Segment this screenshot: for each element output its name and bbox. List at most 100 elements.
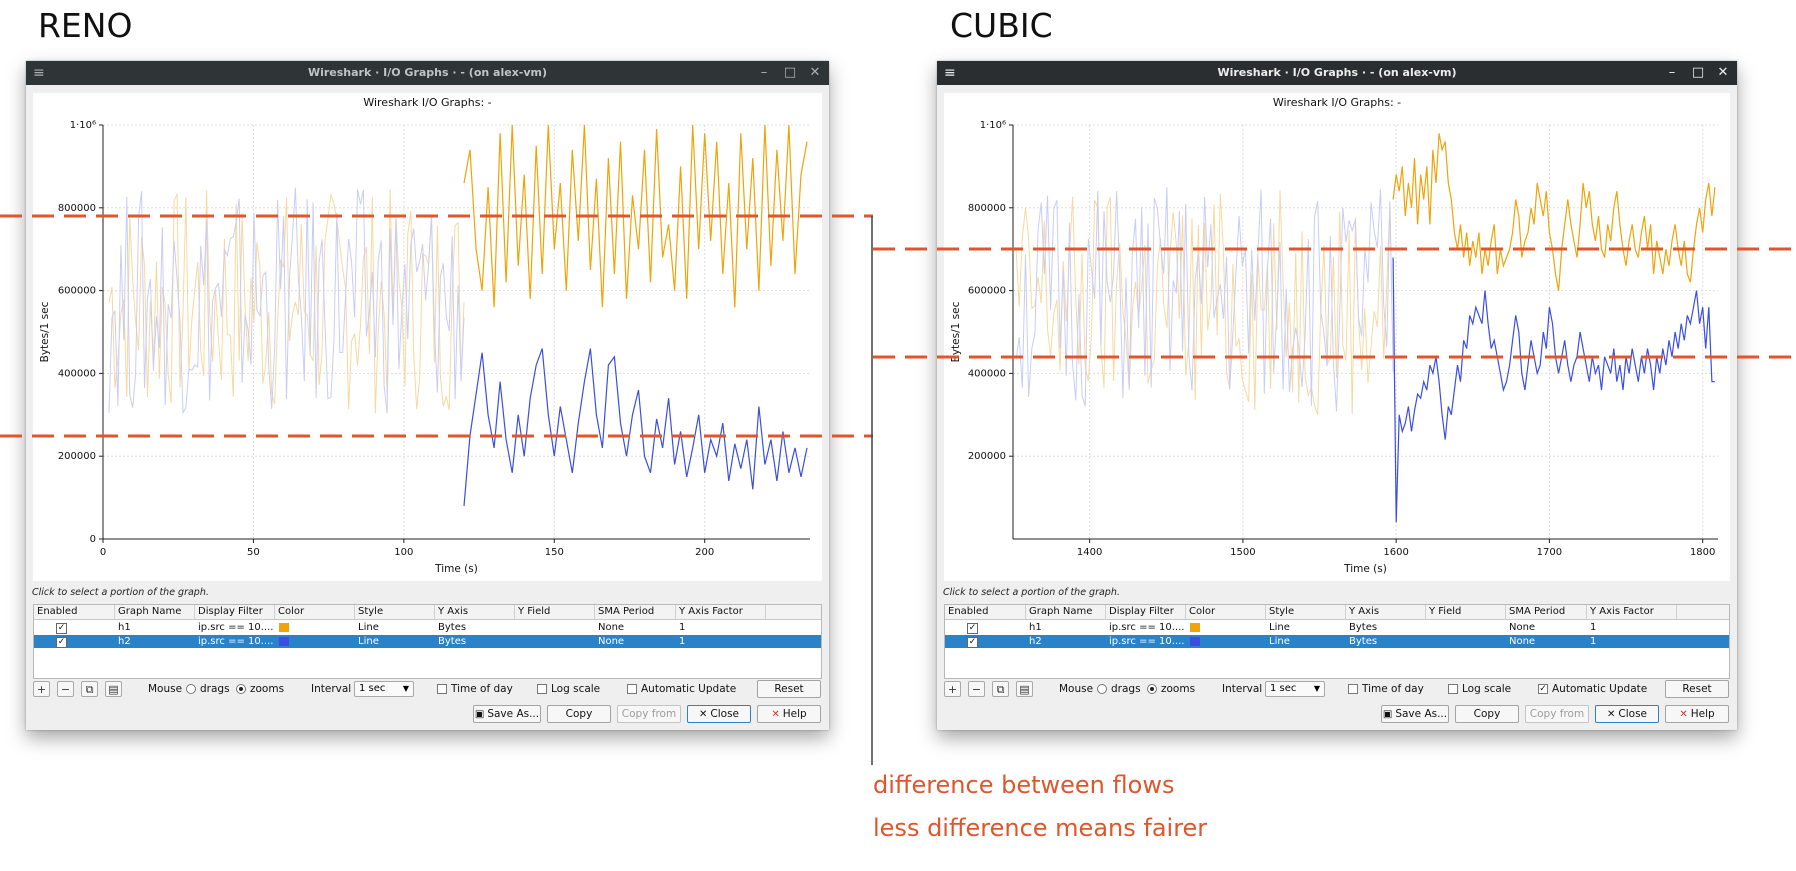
zooms-radio[interactable]: [236, 684, 246, 694]
column-header[interactable]: Display Filter: [1106, 605, 1186, 619]
cell-name[interactable]: h1: [1029, 622, 1042, 633]
hamburger-menu-icon[interactable]: ≡: [33, 65, 45, 81]
clear-graphs-button[interactable]: ▤: [1016, 681, 1033, 697]
cell-yfield[interactable]: [515, 635, 595, 648]
save-as-button[interactable]: ▣ Save As...: [1381, 705, 1449, 723]
zooms-radio[interactable]: [1147, 684, 1157, 694]
column-header[interactable]: Y Axis: [1346, 605, 1426, 619]
cell-name[interactable]: h1: [118, 622, 131, 633]
copy-button[interactable]: Copy: [1455, 705, 1519, 723]
cell-yfield[interactable]: [515, 621, 595, 634]
table-row[interactable]: ✓ h2 ip.src == 10.... Line Bytes None 1: [945, 635, 1729, 648]
color-swatch[interactable]: [1190, 623, 1200, 632]
column-header[interactable]: Graph Name: [1026, 605, 1106, 619]
cell-yaxis[interactable]: Bytes: [438, 622, 467, 633]
column-header[interactable]: Graph Name: [115, 605, 195, 619]
cell-filter[interactable]: ip.src == 10....: [198, 622, 274, 633]
cell-sma[interactable]: None: [1509, 622, 1536, 633]
add-graph-button[interactable]: +: [944, 681, 961, 697]
automatic-update-label[interactable]: Automatic Update: [1552, 683, 1648, 695]
window-titlebar[interactable]: ≡ Wireshark · I/O Graphs · - (on alex-vm)…: [26, 61, 829, 85]
maximize-icon[interactable]: □: [1691, 65, 1705, 80]
cell-style[interactable]: Line: [1269, 636, 1290, 647]
column-header[interactable]: Y Axis Factor: [1587, 605, 1677, 619]
clear-graphs-button[interactable]: ▤: [105, 681, 122, 697]
cell-factor[interactable]: 1: [1590, 622, 1597, 633]
cell-name[interactable]: h2: [118, 636, 131, 647]
table-row[interactable]: ✓ h1 ip.src == 10.... Line Bytes None 1: [945, 621, 1729, 634]
hamburger-menu-icon[interactable]: ≡: [944, 65, 956, 81]
cell-style[interactable]: Line: [358, 636, 379, 647]
save-as-button[interactable]: ▣ Save As...: [473, 705, 541, 723]
copy-from-button[interactable]: Copy from: [1525, 705, 1589, 723]
interval-select[interactable]: 1 sec ▼: [1265, 681, 1325, 697]
column-header[interactable]: Color: [275, 605, 355, 619]
table-row[interactable]: ✓ h1 ip.src == 10.... Line Bytes None 1: [34, 621, 821, 634]
interval-select[interactable]: 1 sec ▼: [354, 681, 414, 697]
io-graph-chart[interactable]: 1400 1500 1600 1700 1800 200000 400000 600000 80…: [944, 93, 1730, 581]
column-header[interactable]: SMA Period: [595, 605, 676, 619]
cell-style[interactable]: Line: [358, 622, 379, 633]
cell-name[interactable]: h2: [1029, 636, 1042, 647]
cell-yaxis[interactable]: Bytes: [1349, 636, 1378, 647]
window-titlebar[interactable]: ≡ Wireshark · I/O Graphs · - (on alex-vm)…: [937, 61, 1737, 85]
cell-factor[interactable]: 1: [679, 636, 686, 647]
time-of-day-checkbox[interactable]: [1348, 684, 1358, 694]
enabled-checkbox[interactable]: ✓: [967, 637, 978, 648]
remove-graph-button[interactable]: −: [968, 681, 985, 697]
enabled-checkbox[interactable]: ✓: [967, 623, 978, 634]
close-button[interactable]: ✕ Close: [1595, 705, 1659, 723]
close-window-icon[interactable]: ✕: [1717, 65, 1729, 80]
duplicate-graph-button[interactable]: ⧉: [81, 681, 98, 697]
enabled-checkbox[interactable]: ✓: [56, 623, 67, 634]
time-of-day-checkbox[interactable]: [437, 684, 447, 694]
column-header[interactable]: Color: [1186, 605, 1266, 619]
automatic-update-label[interactable]: Automatic Update: [641, 683, 737, 695]
graphs-table[interactable]: Enabled Graph Name Display Filter Color Styl…: [944, 604, 1730, 679]
io-graph-chart[interactable]: 0 50 100 150 200 0 200000 400000 600000 800000 1·1…: [33, 93, 822, 581]
column-header[interactable]: Enabled: [34, 605, 115, 619]
cell-sma[interactable]: None: [598, 622, 625, 633]
help-button[interactable]: ✕ Help: [757, 705, 821, 723]
enabled-checkbox[interactable]: ✓: [56, 637, 67, 648]
maximize-icon[interactable]: □: [783, 65, 797, 80]
cell-filter[interactable]: ip.src == 10....: [1109, 622, 1185, 633]
column-header[interactable]: Style: [1266, 605, 1346, 619]
log-scale-label[interactable]: Log scale: [1462, 683, 1512, 695]
column-header[interactable]: Display Filter: [195, 605, 275, 619]
drags-radio[interactable]: [1097, 684, 1107, 694]
copy-button[interactable]: Copy: [547, 705, 611, 723]
minimize-icon[interactable]: –: [760, 65, 768, 80]
column-header[interactable]: Enabled: [945, 605, 1026, 619]
drags-radio[interactable]: [186, 684, 196, 694]
log-scale-checkbox[interactable]: [1448, 684, 1458, 694]
cell-yaxis[interactable]: Bytes: [1349, 622, 1378, 633]
cell-yaxis[interactable]: Bytes: [438, 636, 467, 647]
column-header[interactable]: Style: [355, 605, 435, 619]
cell-yfield[interactable]: [1426, 635, 1506, 648]
cell-sma[interactable]: None: [598, 636, 625, 647]
add-graph-button[interactable]: +: [33, 681, 50, 697]
cell-factor[interactable]: 1: [1590, 636, 1597, 647]
minimize-icon[interactable]: –: [1668, 65, 1676, 80]
log-scale-checkbox[interactable]: [537, 684, 547, 694]
zooms-label[interactable]: zooms: [1161, 683, 1196, 695]
column-header[interactable]: Y Field: [1426, 605, 1506, 619]
io-graph-plot[interactable]: Wireshark I/O Graphs: - 0 50 100 150 200 0 2000…: [33, 93, 822, 581]
column-header[interactable]: Y Field: [515, 605, 595, 619]
cell-filter[interactable]: ip.src == 10....: [198, 636, 274, 647]
column-header[interactable]: Y Axis Factor: [676, 605, 766, 619]
automatic-update-checkbox[interactable]: ✓: [1538, 684, 1548, 694]
cell-sma[interactable]: None: [1509, 636, 1536, 647]
io-graph-plot[interactable]: Wireshark I/O Graphs: -1400 1500 1600 1700 1…: [944, 93, 1730, 581]
column-header[interactable]: Y Axis: [435, 605, 515, 619]
graphs-table[interactable]: Enabled Graph Name Display Filter Color Styl…: [33, 604, 822, 679]
close-button[interactable]: ✕ Close: [687, 705, 751, 723]
time-of-day-label[interactable]: Time of day: [1362, 683, 1424, 695]
copy-from-button[interactable]: Copy from: [617, 705, 681, 723]
reset-button[interactable]: Reset: [1665, 680, 1729, 698]
cell-style[interactable]: Line: [1269, 622, 1290, 633]
help-button[interactable]: ✕ Help: [1665, 705, 1729, 723]
duplicate-graph-button[interactable]: ⧉: [992, 681, 1009, 697]
log-scale-label[interactable]: Log scale: [551, 683, 601, 695]
